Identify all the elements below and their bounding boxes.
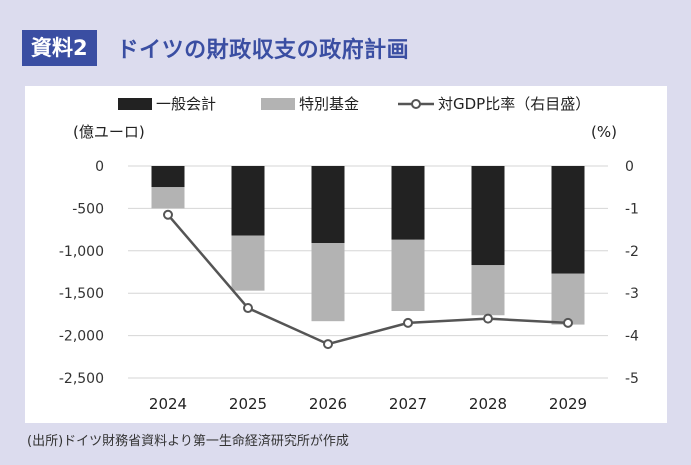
x-tick-label: 2024 [149,395,187,413]
legend-label-general: 一般会計 [156,95,216,113]
y-left-tick-label: -2,000 [59,329,104,345]
bar-special [231,235,265,291]
x-tick-label: 2028 [469,395,507,413]
y-right-unit: (%) [591,123,617,141]
legend-swatch-general [118,98,152,110]
chart-panel: 一般会計 特別基金 対GDP比率（右目盛） (億ユーロ) (%) 0 0 -500 -… [25,86,667,423]
x-tick-label: 2029 [549,395,587,413]
ratio-point [243,303,253,314]
figure-title: ドイツの財政収支の政府計画 [116,38,410,63]
chart-svg: 一般会計 特別基金 対GDP比率（右目盛） (億ユーロ) (%) 0 0 -500 -… [59,95,639,413]
bar-general [151,166,185,188]
legend-marker-ratio [411,99,421,109]
x-tick-label: 2025 [229,395,267,413]
x-tick-label: 2027 [389,395,427,413]
legend-label-special: 特別基金 [299,95,359,113]
bar-special [391,239,425,312]
ratio-line [167,213,569,346]
y-left-tick-label: -500 [72,201,104,217]
y-left-unit: (億ユーロ) [73,123,145,141]
ratio-point [323,339,333,350]
figure-header: 資料2 ドイツの財政収支の政府計画 [22,28,409,68]
plot-area: 0 0 -500 -1 -1,000 -2 -1,500 -3 -2,000 -4 -2,500 -5… [59,159,639,413]
x-tick-label: 2026 [309,395,347,413]
y-right-tick-label: 0 [625,159,634,175]
y-left-tick-label: -1,000 [59,244,104,260]
y-left-tick-label: -2,500 [59,371,104,387]
ratio-point [163,209,173,220]
bar-special [551,273,585,325]
source-note: (出所)ドイツ財務省資料より第一生命経済研究所が作成 [27,434,349,449]
figure-badge: 資料2 [22,30,97,66]
y-right-tick-label: -1 [625,201,639,217]
y-right-tick-label: -2 [625,244,639,260]
bar-general [391,166,425,240]
legend-label-ratio: 対GDP比率（右目盛） [438,95,590,113]
bar-special [471,265,505,316]
bar-general [231,166,265,236]
y-right-tick-label: -4 [625,329,639,345]
ratio-point [483,313,493,324]
bar-special [311,243,345,322]
y-right-tick-label: -5 [625,371,639,387]
y-right-tick-label: -3 [625,286,639,302]
bar-special [151,187,185,209]
y-left-tick-label: -1,500 [59,286,104,302]
bar-general [471,166,505,266]
legend-swatch-special [261,98,295,110]
legend: 一般会計 特別基金 対GDP比率（右目盛） [118,95,590,113]
ratio-point [563,317,573,328]
bar-general [311,166,345,244]
bar-general [551,166,585,274]
y-left-tick-label: 0 [95,159,104,175]
ratio-point [403,317,413,328]
